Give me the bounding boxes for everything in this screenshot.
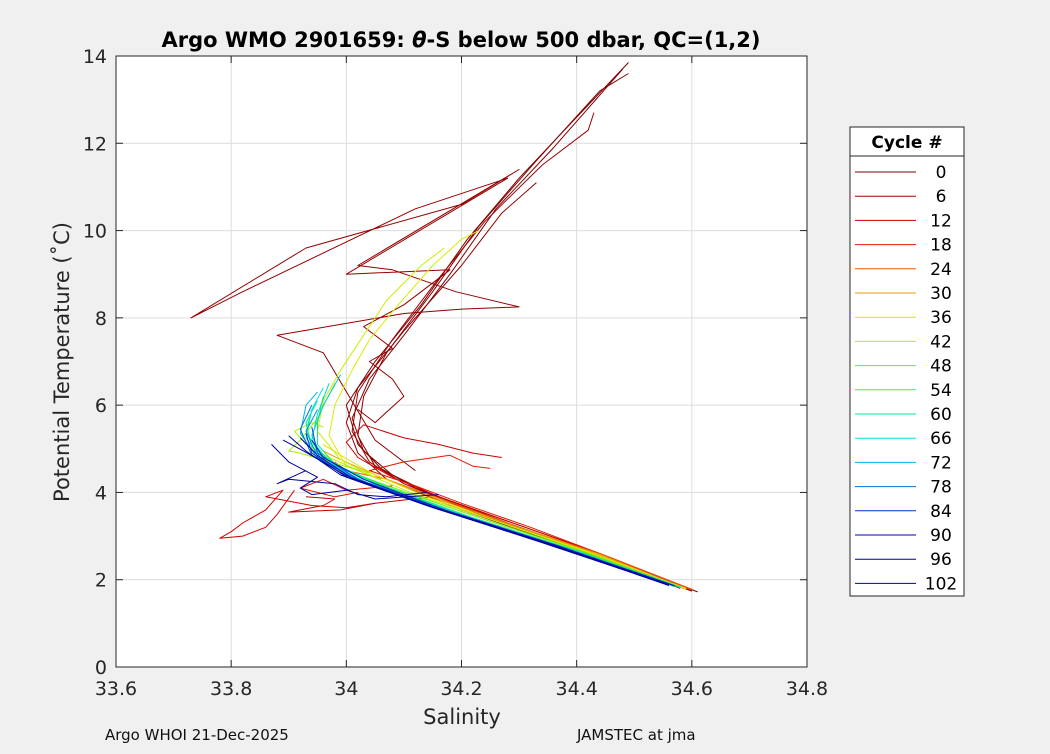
x-tick-label: 33.8: [210, 678, 252, 700]
legend-label-54: 54: [930, 381, 952, 401]
y-tick-label: 2: [95, 570, 107, 592]
x-tick-label: 34: [334, 678, 358, 700]
footer-credit: JAMSTEC at jma: [577, 726, 696, 744]
series-line-cycle-42: [294, 422, 687, 589]
legend-box: [849, 126, 965, 597]
y-tick-label: 4: [95, 482, 107, 504]
legend-label-42: 42: [930, 332, 952, 352]
legend-label-30: 30: [930, 284, 952, 304]
y-tick-label: 10: [83, 221, 107, 243]
legend-title: Cycle #: [871, 133, 942, 153]
y-tick-label: 0: [95, 657, 107, 679]
footer-source: Argo WHOI 21-Dec-2025: [105, 726, 289, 744]
legend-label-84: 84: [930, 502, 952, 522]
legend-label-0: 0: [936, 163, 947, 183]
y-tick-label: 14: [83, 46, 107, 68]
series-line-cycle-18: [368, 454, 692, 590]
legend-label-48: 48: [930, 357, 952, 377]
series-line-cycle-99: [276, 470, 428, 498]
legend-label-60: 60: [930, 405, 952, 425]
legend-label-18: 18: [930, 236, 952, 256]
series-line-cycle-81: [311, 426, 675, 587]
series-line-cycle-38: [328, 230, 480, 480]
x-tick-label: 34.6: [671, 678, 713, 700]
legend: Cycle # 0 6 12 18 24 30 36 42 48 54 60 66 72 78 84 90 96…: [849, 126, 965, 597]
series-line-cycle-12: [345, 424, 692, 591]
legend-label-12: 12: [930, 211, 952, 231]
series-line-cycle-16: [219, 489, 376, 539]
legend-label-24: 24: [930, 260, 952, 280]
legend-label-6: 6: [936, 187, 947, 207]
legend-label-102: 102: [925, 574, 957, 594]
y-tick-label: 8: [95, 308, 107, 330]
legend-label-36: 36: [930, 308, 952, 328]
x-tick-label: 34.2: [440, 678, 482, 700]
series-line-cycle-6: [351, 112, 692, 592]
series-line-cycle-40: [317, 247, 445, 478]
y-tick-label: 12: [83, 133, 107, 155]
legend-items: 0 6 12 18 24 30 36 42 48 54 60 66 72 78 84 90 96 102: [855, 163, 957, 594]
y-axis-label: Potential Temperature (˚C): [50, 222, 74, 502]
x-tick-label: 33.6: [95, 678, 137, 700]
legend-label-96: 96: [930, 550, 952, 570]
x-tick-label: 34.8: [786, 678, 828, 700]
series-line-cycle-20: [299, 478, 393, 498]
legend-label-66: 66: [930, 429, 952, 449]
series-line-cycle-93: [271, 444, 439, 500]
x-tick-label: 34.4: [556, 678, 598, 700]
series-line-cycle-10: [190, 169, 520, 471]
y-axis-ticks: 0 2 4 6 8 10 12 14: [83, 46, 807, 679]
x-axis-ticks: 33.6 33.8 34 34.2 34.4 34.6 34.8: [95, 56, 828, 700]
x-axis-label: Salinity: [423, 705, 501, 729]
y-tick-label: 6: [95, 395, 107, 417]
legend-label-78: 78: [930, 478, 952, 498]
legend-label-72: 72: [930, 453, 952, 473]
legend-label-90: 90: [930, 526, 952, 546]
series-lines: [190, 62, 698, 593]
chart-title: Argo WMO 2901659: θ-S below 500 dbar, QC…: [161, 28, 760, 52]
series-line-cycle-102: [288, 435, 669, 586]
